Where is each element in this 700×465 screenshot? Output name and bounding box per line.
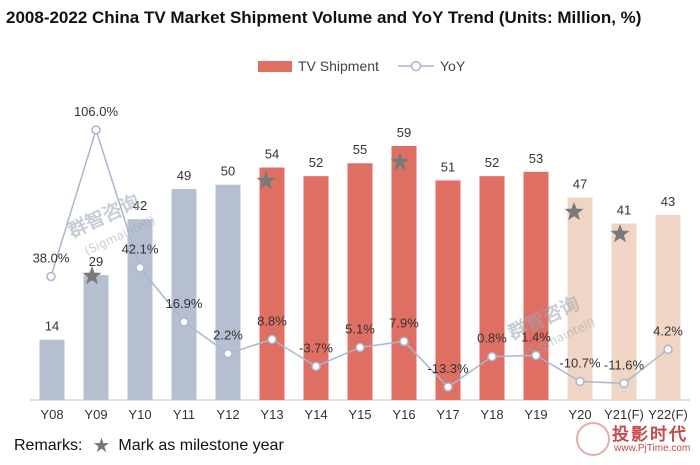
yoy-value-label: 0.8% xyxy=(477,331,507,346)
bar-value-label: 52 xyxy=(309,155,323,170)
bar-value-label: 42 xyxy=(133,198,147,213)
bar-y15 xyxy=(347,163,373,400)
remarks-text: Mark as milestone year xyxy=(118,437,284,454)
milestone-star-icon xyxy=(390,152,410,171)
yoy-value-label: 1.4% xyxy=(521,329,551,344)
bar-y22f xyxy=(655,214,681,400)
pjtime-logo-icon xyxy=(576,422,610,456)
x-tick-label: Y11 xyxy=(173,407,195,422)
bar-y12 xyxy=(215,184,241,400)
legend-line-swatch xyxy=(398,60,434,72)
yoy-point-y13 xyxy=(267,334,277,345)
legend-item-yoy: YoY xyxy=(398,58,465,74)
milestone-star-icon xyxy=(82,266,102,285)
bar-y20 xyxy=(567,197,593,400)
yoy-value-label: 106.0% xyxy=(74,104,119,119)
legend-label-tv-shipment: TV Shipment xyxy=(298,58,379,74)
bar-value-label: 52 xyxy=(485,155,499,170)
yoy-value-label: -10.7% xyxy=(559,355,601,370)
x-tick-label: Y20 xyxy=(568,407,591,422)
x-tick-label: Y19 xyxy=(524,407,547,422)
bar-value-label: 14 xyxy=(45,319,59,334)
bar-y08 xyxy=(39,339,65,400)
remarks: Remarks: ★ Mark as milestone year xyxy=(14,436,284,456)
legend-bar-swatch xyxy=(258,60,292,72)
yoy-point-y19 xyxy=(531,350,541,361)
x-tick-label: Y14 xyxy=(304,407,327,422)
bar-y18 xyxy=(479,176,505,400)
yoy-value-label: 2.2% xyxy=(213,328,243,343)
bar-value-label: 55 xyxy=(353,142,367,157)
chart-title: 2008-2022 China TV Market Shipment Volum… xyxy=(6,8,642,27)
x-tick-label: Y13 xyxy=(260,407,283,422)
bar-y17 xyxy=(435,180,461,400)
x-tick-label: Y10 xyxy=(128,407,151,422)
yoy-point-y10 xyxy=(135,262,145,273)
bar-y16 xyxy=(391,146,417,400)
legend-label-yoy: YoY xyxy=(440,58,466,74)
yoy-value-label: -13.3% xyxy=(427,361,469,376)
yoy-value-label: 7.9% xyxy=(389,315,419,330)
bar-y21f xyxy=(611,223,637,400)
yoy-point-y11 xyxy=(179,317,189,327)
bar-value-label: 43 xyxy=(661,194,675,209)
bar-value-label: 53 xyxy=(529,151,543,166)
bar-value-label: 47 xyxy=(573,177,587,192)
yoy-value-label: 38.0% xyxy=(33,250,70,265)
x-tick-label: Y18 xyxy=(480,407,503,422)
x-tick-label: Y22(F) xyxy=(648,407,688,422)
bar-y09 xyxy=(83,275,109,400)
x-tick-label: Y17 xyxy=(436,407,459,422)
yoy-value-label: 5.1% xyxy=(345,321,375,336)
x-tick-label: Y21(F) xyxy=(604,407,644,422)
yoy-point-y16 xyxy=(399,336,409,347)
x-tick-label: Y08 xyxy=(40,407,63,422)
milestone-star-icon xyxy=(564,202,584,221)
pjtime-url: www.PjTime.com xyxy=(614,443,691,454)
x-tick-label: Y15 xyxy=(348,407,371,422)
yoy-point-y17 xyxy=(443,382,453,392)
bar-value-label: 50 xyxy=(221,164,235,179)
bar-value-label: 41 xyxy=(617,202,631,217)
bar-value-label: 59 xyxy=(397,125,411,140)
yoy-point-y21f xyxy=(619,378,629,389)
yoy-point-y20 xyxy=(575,376,585,387)
yoy-point-y12 xyxy=(223,348,233,359)
yoy-value-label: -11.6% xyxy=(604,357,645,372)
yoy-point-y14 xyxy=(311,361,321,372)
yoy-point-y22f xyxy=(663,344,673,355)
bar-value-label: 29 xyxy=(89,254,103,269)
bar-y13 xyxy=(259,167,285,400)
bar-value-label: 49 xyxy=(177,168,191,183)
yoy-point-y18 xyxy=(487,351,497,362)
milestone-star-icon: ★ xyxy=(92,435,111,457)
bar-value-label: 51 xyxy=(441,159,455,174)
x-tick-label: Y16 xyxy=(392,407,415,422)
yoy-point-y09 xyxy=(91,125,101,135)
milestone-star-icon xyxy=(256,171,276,190)
chart-legend: TV Shipment YoY xyxy=(0,58,700,78)
x-tick-label: Y12 xyxy=(216,407,239,422)
bar-y10 xyxy=(127,219,153,400)
pjtime-watermark-logo: 投影时代 www.PjTime.com xyxy=(570,418,690,462)
yoy-value-label: 42.1% xyxy=(122,242,159,257)
bar-y19 xyxy=(523,171,549,400)
yoy-value-label: 4.2% xyxy=(653,323,683,338)
yoy-point-y15 xyxy=(355,342,365,353)
yoy-point-y08 xyxy=(46,271,56,282)
pjtime-brand: 投影时代 xyxy=(612,425,688,444)
yoy-value-label: 8.8% xyxy=(257,313,287,328)
bar-value-label: 54 xyxy=(265,147,279,162)
legend-item-tv-shipment: TV Shipment xyxy=(258,58,379,74)
bar-y11 xyxy=(171,189,197,400)
yoy-value-label: 16.9% xyxy=(166,296,203,311)
yoy-value-label: -3.7% xyxy=(299,340,333,355)
x-tick-label: Y09 xyxy=(84,407,107,422)
remarks-prefix: Remarks: xyxy=(14,437,83,454)
milestone-star-icon xyxy=(610,224,630,243)
